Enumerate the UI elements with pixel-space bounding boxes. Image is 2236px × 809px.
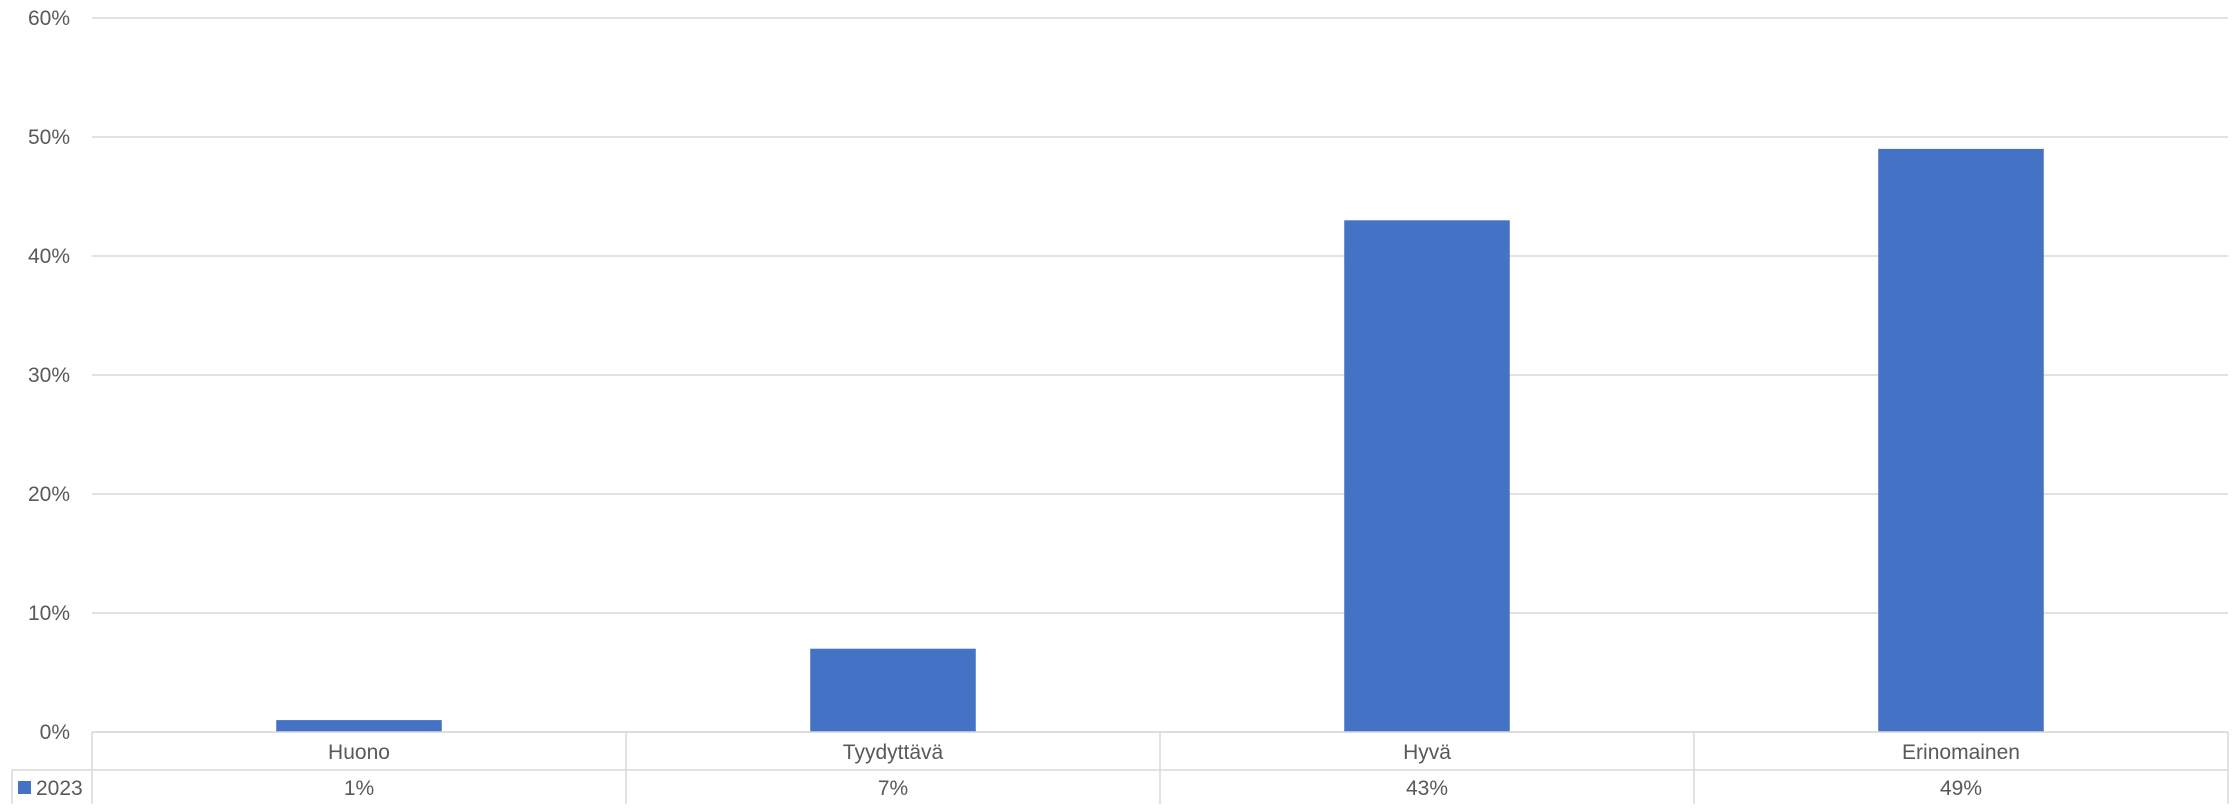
gridlines <box>92 17 2228 733</box>
data-table-value: 49% <box>1940 777 1982 800</box>
bar <box>1878 148 2044 732</box>
y-tick-label: 20% <box>28 483 70 506</box>
data-table-value: 43% <box>1406 777 1448 800</box>
category-label: Tyydyttävä <box>843 741 944 764</box>
y-tick-label: 50% <box>28 126 70 149</box>
category-label: Hyvä <box>1403 741 1451 764</box>
y-tick-label: 0% <box>40 721 70 744</box>
legend-swatch <box>18 781 31 794</box>
legend-label: 2023 <box>36 777 83 800</box>
y-tick-label: 30% <box>28 364 70 387</box>
y-axis-ticks: 0% 10% 20% 30% 40% 50% 60% <box>28 7 70 744</box>
data-table: Huono Tyydyttävä Hyvä Erinomainen 2023 1% 7% 43… <box>11 731 2229 804</box>
bar <box>1344 220 1510 733</box>
y-tick-label: 60% <box>28 7 70 30</box>
category-label: Erinomainen <box>1902 741 2020 764</box>
bars <box>276 148 2044 733</box>
data-table-value: 7% <box>878 777 908 800</box>
y-tick-label: 40% <box>28 245 70 268</box>
bar <box>810 648 976 732</box>
category-label: Huono <box>328 741 390 764</box>
y-tick-label: 10% <box>28 602 70 625</box>
bar <box>276 720 442 732</box>
data-table-value: 1% <box>344 777 374 800</box>
